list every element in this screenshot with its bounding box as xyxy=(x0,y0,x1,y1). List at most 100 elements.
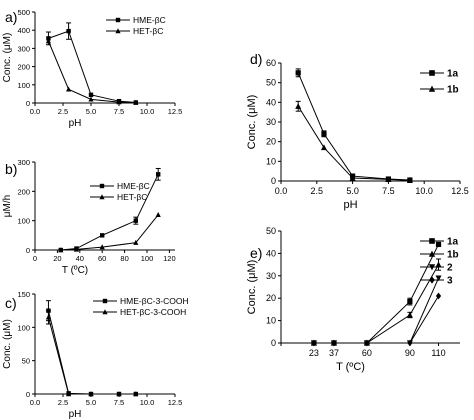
series-1b xyxy=(295,100,413,184)
x-axis-label: pH xyxy=(343,199,357,211)
y-tick-label: 100 xyxy=(17,323,30,332)
x-tick-label: 0.0 xyxy=(275,186,288,196)
y-tick-label: 0 xyxy=(271,176,276,186)
x-tick-label: 0 xyxy=(33,254,37,263)
series-line xyxy=(47,317,136,395)
data-point xyxy=(133,391,139,397)
legend-marker xyxy=(429,276,435,284)
panel-label: c) xyxy=(5,295,17,311)
y-tick-label: 40 xyxy=(266,248,276,258)
data-point xyxy=(88,92,94,98)
data-point xyxy=(99,244,105,250)
y-tick-label: 200 xyxy=(17,63,30,72)
data-point xyxy=(320,144,327,151)
y-tick-label: 60 xyxy=(266,58,276,68)
data-point xyxy=(45,38,52,44)
legend-label: 3 xyxy=(447,276,453,287)
legend-label: HME-βC-3-COOH xyxy=(120,296,189,306)
data-point xyxy=(88,391,94,397)
data-point xyxy=(133,218,138,223)
y-tick-label: 10 xyxy=(266,156,276,166)
series-HET-βC xyxy=(58,212,161,253)
data-point xyxy=(58,247,64,253)
x-tick-label: 23 xyxy=(309,348,319,358)
data-point xyxy=(45,314,52,320)
x-tick-label: 7.5 xyxy=(382,186,395,196)
data-point xyxy=(116,99,122,105)
y-tick-label: 10 xyxy=(266,316,276,326)
y-tick-label: 0 xyxy=(26,246,30,255)
data-point xyxy=(407,298,413,305)
y-axis-label: Conc. (μM) xyxy=(246,95,258,150)
y-tick-label: 20 xyxy=(266,293,276,303)
panel-label: a) xyxy=(5,9,17,25)
x-tick-label: 60 xyxy=(362,348,372,358)
legend-label: HET-βC xyxy=(117,192,147,202)
data-point xyxy=(349,174,356,181)
x-tick-label: 20 xyxy=(53,254,61,263)
y-tick-label: 50 xyxy=(22,357,30,366)
y-tick-label: 300 xyxy=(17,44,30,53)
legend-marker xyxy=(99,183,105,189)
panel-label: e) xyxy=(250,245,262,261)
y-axis-label: Conc. (μM) xyxy=(2,33,13,83)
y-tick-label: 30 xyxy=(266,117,276,127)
data-point xyxy=(385,176,392,183)
x-tick-label: 5.0 xyxy=(86,107,96,116)
data-point xyxy=(435,292,442,300)
x-axis-label: pH xyxy=(69,118,82,129)
series-HET-βC-3-COOH xyxy=(45,310,139,397)
x-axis-label: T (ºC) xyxy=(336,361,365,373)
panel-a: a) 0.0 2.5 5.0 7.5 10.0 12.5 0 100 200 300 400 500 pH… xyxy=(2,8,182,129)
panel-b: b) 0 20 40 60 80 100 120 0 100 200 300 T (ºC) μM/h HME… xyxy=(2,158,176,276)
data-point xyxy=(88,96,94,102)
legend-marker xyxy=(102,298,108,304)
data-point xyxy=(116,391,122,397)
data-point xyxy=(407,339,413,347)
y-axis-label: Conc. (μM) xyxy=(246,260,258,315)
y-tick-label: 30 xyxy=(266,271,276,281)
legend-label: HME-βC xyxy=(117,181,150,191)
data-point xyxy=(295,103,302,109)
panel-label: d) xyxy=(250,51,262,67)
x-tick-label: 7.5 xyxy=(114,398,124,407)
x-tick-label: 10.0 xyxy=(140,398,155,407)
y-tick-label: 300 xyxy=(17,158,30,167)
data-point xyxy=(155,212,161,217)
x-tick-label: 12.5 xyxy=(451,186,469,196)
series-3 xyxy=(311,292,442,347)
data-point xyxy=(66,86,72,92)
y-tick-label: 0 xyxy=(26,390,30,399)
legend-marker xyxy=(428,264,436,271)
data-point xyxy=(73,246,80,252)
y-tick-label: 0 xyxy=(26,99,30,108)
data-point xyxy=(133,239,139,245)
x-axis-label: T (ºC) xyxy=(62,265,88,276)
x-axis-label: pH xyxy=(69,409,82,420)
series-1a xyxy=(295,68,413,183)
series-1b xyxy=(310,258,442,346)
x-tick-label: 37 xyxy=(329,348,339,358)
legend-marker xyxy=(102,309,108,315)
legend-label: 1a xyxy=(447,237,459,248)
x-tick-label: 100 xyxy=(141,254,154,263)
x-tick-label: 5.0 xyxy=(86,398,96,407)
y-tick-label: 100 xyxy=(17,81,30,90)
series-line xyxy=(313,277,439,344)
series-line xyxy=(48,30,136,103)
legend-marker xyxy=(428,250,436,257)
y-tick-label: 40 xyxy=(266,97,276,107)
y-tick-label: 200 xyxy=(17,187,30,196)
x-tick-label: 0.0 xyxy=(30,398,40,407)
legend-marker xyxy=(115,28,121,34)
legend-marker xyxy=(429,70,435,76)
y-tick-label: 50 xyxy=(266,78,276,88)
x-tick-label: 2.5 xyxy=(311,186,324,196)
data-point xyxy=(156,172,161,177)
panel-c: c) 0.0 2.5 5.0 7.5 10.0 12.5 0 50 100 150 pH Conc. (… xyxy=(2,290,189,420)
data-point xyxy=(66,28,71,34)
